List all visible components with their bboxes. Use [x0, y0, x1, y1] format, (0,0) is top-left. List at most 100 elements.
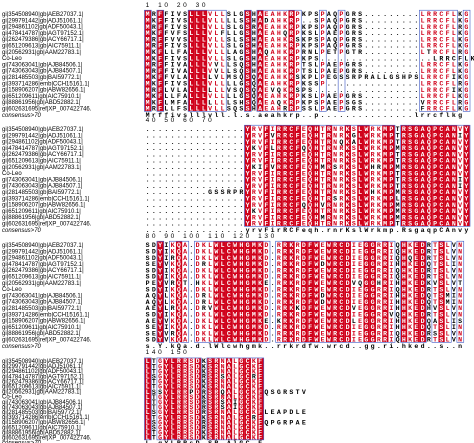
sequence-name: gi|393714286|emb|CCH15161.1|	[2, 312, 90, 318]
sequence-name: gi|651209613|gb|AIC75911.1|	[2, 44, 81, 50]
sequence-name: gi|88861956|gb|ABD52882.1|	[2, 331, 81, 337]
sequence-name: gi|354508940|gb|AEB27037.1|	[2, 359, 84, 365]
identical-column	[288, 241, 295, 343]
identical-column	[200, 10, 208, 112]
sequence-name: gi|294861102|gb|ADF50043.1|	[2, 25, 83, 31]
consensus-sequence: s.Y.kQa.d.lWlcwhgmk..rrkrdfw.wrcd..gg.ri…	[146, 343, 463, 350]
identical-column	[288, 10, 295, 112]
sequence-name: gi|478414787|gb|AGT97152.1|	[2, 262, 84, 268]
identical-column	[438, 125, 445, 227]
identical-column	[157, 241, 164, 343]
identical-column	[438, 241, 445, 343]
similarity-frame	[256, 9, 302, 112]
similarity-frame	[156, 9, 165, 112]
similarity-frame	[169, 240, 190, 343]
sequence-name: gi|299791442|gb|ADJ51061.1|	[2, 18, 83, 24]
sequence-name: gi|158906207|gb|ABW82656.1|	[2, 420, 85, 426]
sequence-name: gi|262479386|gb|ACY66717.1|	[2, 152, 84, 158]
identical-column	[213, 241, 220, 343]
sequence-name: gi|743063043|gb|AJB84507.1|	[2, 405, 83, 411]
identical-column	[244, 10, 251, 112]
identical-column	[238, 241, 245, 343]
similarity-frame	[400, 240, 427, 343]
identical-column	[413, 125, 420, 227]
sequence-name: gi|651209611|gb|AIC75910.1|	[2, 209, 81, 215]
sequence-name: gi|262479386|gb|ACY66717.1|	[2, 268, 84, 274]
identical-column	[344, 241, 351, 343]
similarity-frame	[275, 240, 396, 343]
sequence-name: gi|262479386|gb|ACY66717.1|	[2, 37, 84, 43]
identical-column	[419, 125, 426, 227]
alignment-block: 140 150 gi|354508940|gb|AEB27037.1| L T G Y L R…	[2, 349, 306, 443]
identical-column	[175, 358, 183, 440]
sequence-name: gi|299791442|gb|ADJ51061.1|	[2, 249, 83, 255]
identical-column	[338, 241, 345, 343]
consensus-sequence: Mrffivslllvll.l.s.aeahkrp..p............…	[146, 112, 463, 119]
sequence-name: gi|651209613|gb|AIC75911.1|	[2, 159, 81, 165]
identical-column	[413, 241, 420, 343]
sequence-name: gi|393714286|emb|CCH15161.1|	[2, 415, 90, 421]
identical-column	[175, 241, 183, 343]
identical-column	[425, 125, 433, 227]
sequence-name: gi|602631695|ref|XP_007422746.	[2, 436, 92, 442]
identical-column	[257, 358, 264, 440]
identical-column	[257, 10, 264, 112]
identical-column	[232, 241, 239, 343]
sequence-name: gi|294861102|gb|ADF50043.1|	[2, 369, 83, 375]
similarity-frame	[156, 357, 202, 441]
consensus-name: consensus>70	[2, 441, 42, 443]
similarity-frame	[462, 9, 471, 112]
sequence-name: gi|281485503|gb|BAI59772.1|	[2, 75, 81, 81]
sequence-name: gi|20562931|gb|AAM22783.1|	[2, 390, 81, 396]
similarity-frame	[156, 240, 165, 343]
similarity-frame	[187, 9, 227, 112]
identical-column	[388, 125, 395, 227]
sequence-name: Co-Leo	[2, 56, 22, 62]
identical-column	[219, 241, 226, 343]
identical-column	[182, 358, 189, 440]
identical-column	[344, 125, 351, 227]
sequence-name: gi|262479386|gb|ACY66717.1|	[2, 379, 84, 385]
sequence-name: gi|20562931|gb|AAM22783.1|	[2, 281, 81, 287]
sequence-name: gi|602631695|ref|XP_007422746.	[2, 107, 92, 113]
sequence-name: gi|294861102|gb|ADF50043.1|	[2, 140, 83, 146]
identical-column	[294, 125, 301, 227]
sequence-name: Co-Leo	[2, 287, 22, 293]
sequence-name: gi|743063041|gb|AJB84506.1|	[2, 293, 83, 299]
identical-column	[325, 241, 333, 343]
sequence-name: gi|743063043|gb|AJB84507.1|	[2, 69, 83, 75]
identical-column	[263, 125, 270, 227]
